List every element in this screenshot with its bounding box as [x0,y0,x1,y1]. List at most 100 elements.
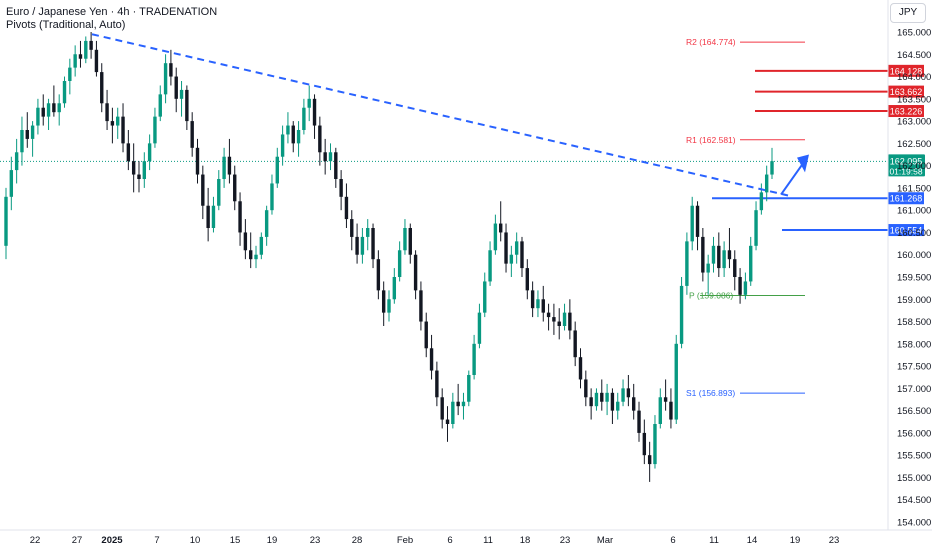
candle-body [467,375,471,402]
candle-body [280,134,285,157]
candle [578,348,583,389]
candle-body [206,205,210,228]
candle [424,312,428,358]
candle-body [674,343,678,420]
candle-body [706,263,710,273]
candle-body [52,103,56,113]
time-tick-label: 23 [310,535,321,546]
candle-body [743,281,748,295]
candle [653,415,657,469]
price-axis[interactable]: 165.000 164.500 164.000 163.500 163.000 162.5… [887,0,931,530]
candle [743,272,748,300]
support-price-label: 160.554 [890,226,923,236]
price-tick-label: 161.500 [897,183,931,194]
time-tick-label: 19 [790,535,801,546]
candle [631,383,636,420]
candle-body [451,401,455,424]
candle [259,232,264,260]
currency-button[interactable]: JPY [890,3,926,23]
candle-body [142,161,147,179]
candle [663,379,668,411]
candle [68,58,72,95]
candle [536,290,540,318]
candle [179,81,184,117]
candle [483,272,487,318]
candle-body [89,40,93,50]
levels-layer: R2 (164.774) R1 (162.581) P (159.086) S1 (1… [0,37,924,398]
candle [568,299,572,340]
candle [248,232,253,269]
candle-body [307,98,311,108]
candle [706,254,710,295]
time-axis[interactable]: 22 27 2025 7 10 15 19 23 28 Feb 6 11 18 23 Mar 6 11 14 19 2… [0,529,932,546]
candle-body [397,250,402,277]
candle [616,392,620,420]
resistance-price-tag [888,85,924,98]
candle-body [376,259,381,291]
candle [546,303,551,331]
candle-body [291,125,295,144]
candle-body [227,156,232,175]
candle-body [264,210,269,237]
candle-body [663,397,668,402]
candle-body [504,232,508,264]
symbol-title[interactable]: Euro / Japanese Yen · 4h · TRADENATION [6,6,218,18]
candle-body [366,228,370,237]
candle [749,236,753,286]
candle-body [658,397,662,424]
candle-body [169,63,173,77]
candle [116,107,120,139]
price-tick-label: 161.000 [897,206,931,217]
price-tick-label: 158.000 [897,339,931,350]
price-tick-label: 164.000 [897,72,931,83]
time-tick-label: Feb [397,535,413,546]
candle-body [711,245,716,264]
candle [185,85,189,130]
candle-body [440,397,444,420]
candle [408,223,412,264]
time-tick-label: 11 [483,535,493,546]
candle-body [14,152,19,171]
candle-body [685,241,689,286]
candle-body [360,236,365,255]
indicator-legend[interactable]: Pivots (Traditional, Auto) [6,19,126,31]
current-price-value: 162.095 [890,156,923,166]
price-tick-label: 163.000 [897,117,931,128]
candle-body [546,312,551,318]
candle [589,388,593,420]
candle [525,259,530,300]
price-tick-label: 156.000 [897,428,931,439]
price-tick-label: 158.500 [897,317,931,328]
candle-body [562,312,567,326]
candle-body [371,228,375,260]
candle-body [647,455,652,465]
price-tick-label: 155.500 [897,451,931,462]
candle-body [68,67,72,81]
resistance-price-tag [888,105,924,118]
candle [334,147,338,188]
price-tick-label: 157.500 [897,362,931,373]
candle [14,138,19,184]
time-tick-label: 11 [709,535,719,546]
candle-body [350,219,354,237]
candle-body [137,174,141,179]
candle-body [110,121,115,126]
price-tick-label: 154.000 [897,518,931,529]
candle [371,223,375,269]
candle [685,232,689,295]
price-tick-label: 160.500 [897,228,931,239]
candle-body [445,419,450,424]
candle [254,245,258,269]
time-tick-label: 23 [560,535,571,546]
candle-body [57,103,61,113]
candle-body [126,143,131,162]
candle [764,165,769,202]
candle-body [318,125,322,153]
candle [142,152,147,188]
price-tick-label: 163.500 [897,94,931,105]
candle [121,103,125,153]
candle-body [243,232,248,251]
candle-body [642,432,647,456]
candle [435,361,439,407]
